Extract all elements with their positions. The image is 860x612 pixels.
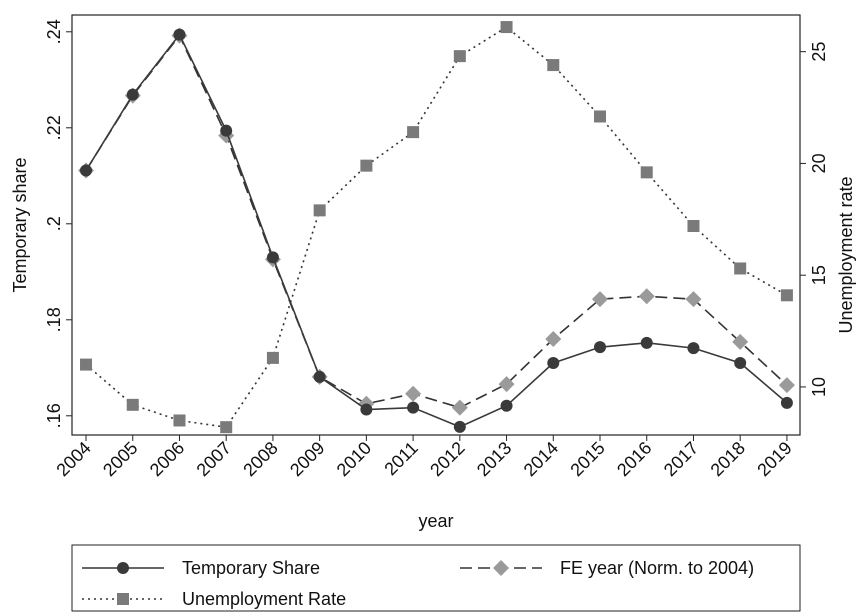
x-tick-label: 2011 (380, 438, 422, 480)
x-tick-label: 2018 (707, 438, 749, 480)
x-tick-label: 2019 (753, 438, 795, 480)
marker (500, 399, 513, 412)
marker (360, 159, 373, 172)
x-tick-label: 2004 (52, 438, 94, 480)
marker (780, 396, 793, 409)
marker (360, 403, 373, 416)
marker (638, 288, 655, 305)
marker (173, 28, 186, 41)
marker (80, 358, 93, 371)
marker (407, 126, 420, 139)
marker (266, 251, 279, 264)
y2-tick-label: 25 (809, 42, 829, 62)
marker (732, 333, 749, 350)
marker (173, 414, 186, 427)
marker (500, 21, 513, 34)
y-tick-label: .18 (44, 307, 64, 332)
marker (126, 88, 139, 101)
marker (545, 331, 562, 347)
x-tick-label: 2013 (473, 438, 515, 480)
marker (685, 291, 702, 308)
legend-marker (493, 560, 509, 576)
marker (220, 124, 233, 137)
y-tick-label: .22 (44, 115, 64, 140)
marker (451, 399, 468, 416)
y2-axis-title: Unemployment rate (836, 176, 856, 333)
x-tick-label: 2007 (193, 438, 235, 480)
marker (594, 110, 607, 123)
marker (640, 336, 653, 349)
plot-frame (71, 14, 801, 436)
series-line (85, 34, 788, 409)
x-tick-label: 2008 (239, 438, 281, 480)
y2-tick-label: 10 (809, 377, 829, 397)
marker (734, 357, 747, 369)
y-tick-label: .24 (44, 19, 64, 44)
marker (405, 385, 422, 402)
marker (266, 351, 279, 364)
marker (498, 376, 515, 393)
y-tick-label: .2 (44, 216, 64, 231)
marker (126, 398, 139, 411)
marker (453, 420, 466, 433)
series-line (85, 26, 788, 429)
x-tick-label: 2015 (566, 438, 608, 480)
marker (687, 342, 700, 355)
x-tick-label: 2014 (520, 438, 562, 480)
y-tick-label: .16 (44, 403, 64, 428)
legend-label: FE year (Norm. to 2004) (560, 558, 754, 578)
marker (640, 166, 653, 179)
marker (734, 262, 747, 275)
legend-label: Unemployment Rate (182, 589, 346, 609)
marker (547, 357, 560, 369)
legend-box (71, 544, 801, 612)
legend-marker (117, 562, 129, 574)
x-tick-label: 2016 (613, 438, 655, 480)
marker (80, 164, 93, 177)
x-tick-label: 2006 (146, 438, 188, 480)
marker (547, 59, 560, 72)
x-tick-label: 2009 (286, 438, 328, 480)
x-tick-label: 2005 (99, 438, 141, 480)
marker (313, 370, 326, 383)
x-tick-label: 2010 (333, 438, 375, 480)
series-line (85, 33, 788, 428)
marker (407, 401, 420, 414)
x-tick-label: 2017 (660, 438, 702, 480)
marker (220, 421, 233, 434)
x-tick-label: 2012 (426, 438, 468, 480)
marker (687, 220, 700, 233)
y2-tick-label: 20 (809, 153, 829, 173)
legend-label: Temporary Share (182, 558, 320, 578)
marker (778, 377, 795, 394)
marker (594, 341, 607, 354)
y-axis-title: Temporary share (10, 157, 30, 292)
marker (780, 289, 793, 302)
y2-tick-label: 15 (809, 265, 829, 285)
marker (592, 291, 609, 308)
marker (453, 50, 466, 63)
legend-marker (117, 593, 129, 605)
marker (313, 204, 326, 217)
x-axis-title: year (418, 511, 453, 531)
legend: Temporary Share FE year (Norm. to 2004) Un… (71, 544, 801, 612)
